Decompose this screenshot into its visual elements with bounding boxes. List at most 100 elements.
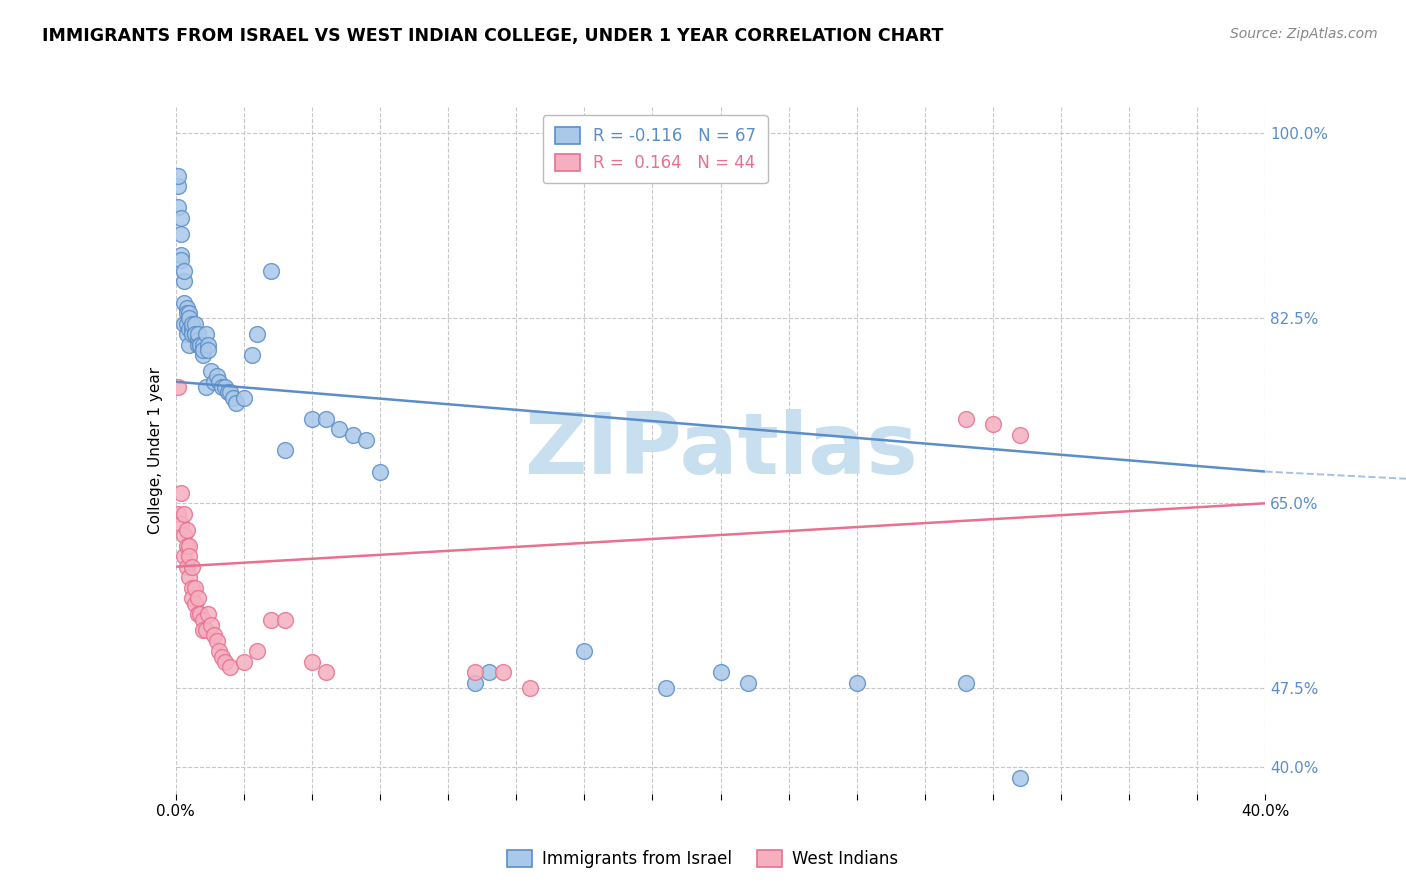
Point (955, 411, 977, 425)
Point (205, 633, 228, 648)
Point (202, 375, 225, 389)
Point (188, 338, 211, 352)
Point (1010, 427, 1032, 442)
Point (184, 327, 207, 342)
Point (173, 528, 195, 542)
Point (179, 338, 201, 352)
Point (179, 549, 201, 563)
Point (181, 559, 204, 574)
Point (173, 264, 195, 278)
Point (222, 391, 245, 405)
Point (176, 539, 198, 553)
Point (176, 327, 198, 342)
Point (574, 644, 596, 658)
Point (301, 411, 323, 425)
Point (202, 628, 225, 642)
Text: Source: ZipAtlas.com: Source: ZipAtlas.com (1230, 27, 1378, 41)
Point (240, 348, 263, 362)
Point (191, 623, 214, 637)
Point (184, 581, 207, 595)
Point (176, 559, 198, 574)
Point (232, 655, 254, 669)
Point (214, 380, 236, 394)
Point (173, 274, 195, 288)
Point (167, 179, 190, 194)
Point (176, 317, 198, 331)
Point (981, 417, 1004, 431)
Point (186, 338, 209, 352)
Point (260, 613, 283, 627)
Point (181, 591, 204, 606)
Point (167, 201, 190, 215)
Point (197, 338, 219, 352)
Point (186, 333, 209, 347)
Point (167, 169, 190, 183)
Point (170, 253, 193, 268)
Point (246, 327, 269, 342)
Point (211, 649, 233, 664)
Point (191, 338, 214, 352)
Point (181, 317, 204, 331)
Point (464, 676, 486, 690)
Point (655, 681, 678, 696)
Point (179, 570, 201, 584)
Point (184, 597, 207, 611)
Point (179, 539, 201, 553)
Point (191, 343, 214, 357)
Point (167, 380, 190, 394)
Text: IMMIGRANTS FROM ISRAEL VS WEST INDIAN COLLEGE, UNDER 1 YEAR CORRELATION CHART: IMMIGRANTS FROM ISRAEL VS WEST INDIAN CO… (42, 27, 943, 45)
Point (205, 369, 228, 384)
Point (246, 644, 269, 658)
Point (186, 591, 209, 606)
Point (181, 322, 204, 336)
Point (208, 644, 231, 658)
Point (191, 348, 214, 362)
Point (179, 311, 201, 326)
Legend: Immigrants from Israel, West Indians: Immigrants from Israel, West Indians (501, 843, 905, 875)
Point (173, 549, 195, 563)
Point (194, 623, 217, 637)
Point (197, 607, 219, 622)
Point (191, 613, 214, 627)
Point (492, 665, 515, 680)
Point (197, 343, 219, 357)
Point (214, 655, 236, 669)
Point (356, 433, 378, 447)
Point (342, 427, 364, 442)
Point (167, 507, 190, 521)
Point (217, 385, 239, 400)
Point (173, 295, 195, 310)
Point (955, 676, 977, 690)
Point (208, 375, 231, 389)
Point (737, 676, 759, 690)
Point (464, 665, 486, 680)
Point (170, 485, 193, 500)
Point (200, 364, 222, 378)
Point (219, 660, 242, 674)
Point (186, 607, 209, 622)
Point (211, 380, 233, 394)
Point (315, 411, 337, 425)
Point (328, 422, 350, 436)
Point (188, 338, 211, 352)
Point (176, 523, 198, 537)
Point (194, 380, 217, 394)
Legend: R = -0.116   N = 67, R =  0.164   N = 44: R = -0.116 N = 67, R = 0.164 N = 44 (543, 115, 768, 184)
Point (315, 665, 337, 680)
Point (225, 396, 247, 410)
Point (170, 248, 193, 262)
Point (170, 227, 193, 241)
Point (176, 306, 198, 320)
Point (181, 581, 204, 595)
Point (1010, 771, 1032, 785)
Point (232, 391, 254, 405)
Point (845, 676, 868, 690)
Point (181, 327, 204, 342)
Point (274, 443, 297, 458)
Point (179, 306, 201, 320)
Point (176, 301, 198, 315)
Point (170, 211, 193, 225)
Point (173, 317, 195, 331)
Point (260, 264, 283, 278)
Point (368, 465, 391, 479)
